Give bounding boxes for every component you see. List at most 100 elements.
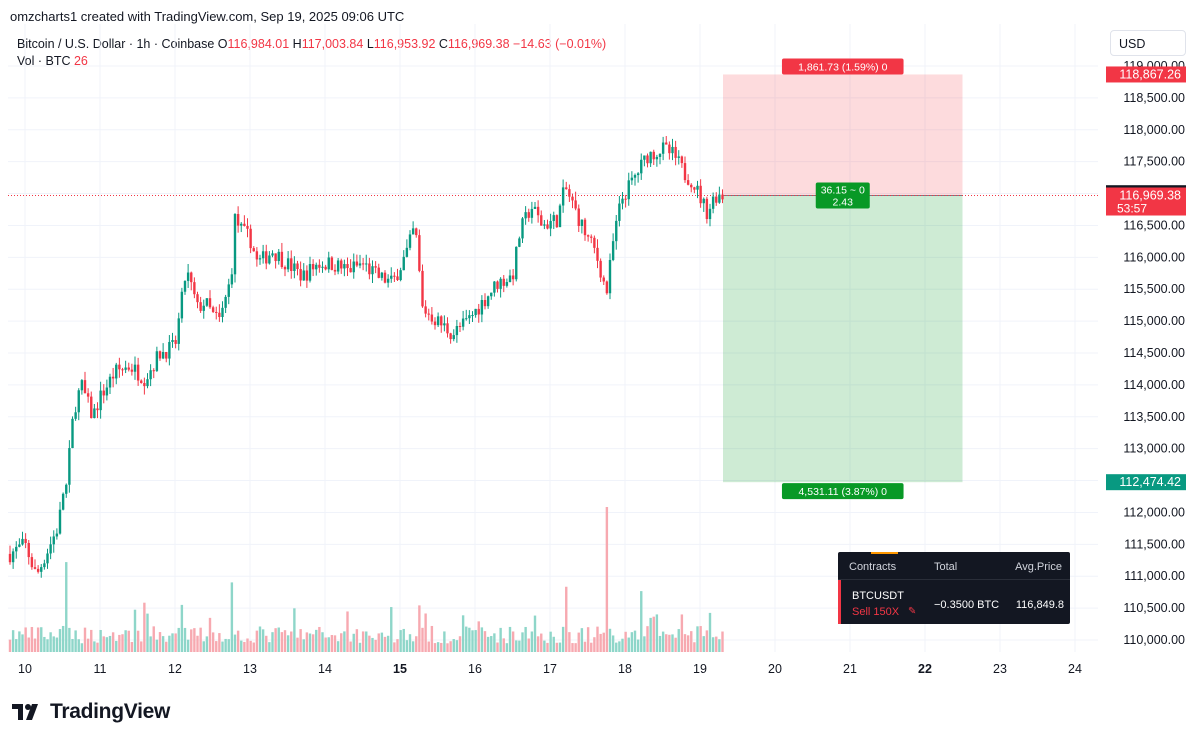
positions-panel[interactable]: Contracts Total Avg.Price BTCUSDT Sell 1… [838, 552, 1070, 624]
candle-up [380, 272, 384, 278]
time-tick-label: 11 [94, 662, 107, 676]
time-tick-label: 21 [843, 662, 857, 676]
candle-up [240, 223, 243, 226]
volume-legend[interactable]: Vol · BTC 26 [17, 54, 88, 68]
volume-bar [702, 636, 705, 652]
volume-bar [683, 634, 687, 652]
volume-bar [18, 631, 21, 652]
candle-up [521, 218, 524, 239]
volume-bar [118, 634, 121, 652]
time-tick-label: 18 [618, 662, 632, 676]
volume-bar [468, 627, 471, 652]
volume-bar [61, 625, 65, 652]
candle-down [311, 264, 315, 270]
volume-bar [568, 632, 571, 652]
candle-up [493, 281, 496, 293]
symbol-title[interactable]: Bitcoin / U.S. Dollar · 1h · Coinbase [17, 37, 215, 51]
price-tick-label: 110,000.00 [1123, 633, 1185, 647]
volume-bar [296, 637, 299, 652]
candle-up [399, 270, 402, 281]
tradingview-logo[interactable]: TradingView [12, 700, 170, 724]
candle-up [405, 247, 409, 257]
volume-bar [565, 586, 568, 652]
candle-up [630, 177, 634, 181]
candle-up [411, 228, 415, 235]
candle-up [658, 153, 662, 157]
position-symbol[interactable]: BTCUSDT [852, 590, 904, 602]
volume-bar [183, 627, 187, 652]
candle-up [168, 341, 171, 359]
candle-down [127, 367, 130, 370]
candle-down [318, 264, 321, 268]
candle-up [43, 563, 46, 568]
symbol-legend[interactable]: Bitcoin / U.S. Dollar · 1h · Coinbase O1… [17, 37, 606, 51]
positions-header: Contracts Total Avg.Price [838, 552, 1070, 580]
edit-icon[interactable]: ✎ [908, 606, 917, 617]
volume-bar [86, 638, 90, 652]
col-total[interactable]: Total [934, 561, 958, 573]
candle-down [218, 312, 221, 318]
time-tick-label: 20 [768, 662, 782, 676]
volume-bar [640, 591, 643, 652]
volume-bar [699, 626, 702, 652]
volume-bar [124, 630, 127, 652]
candle-up [371, 266, 374, 275]
candle-down [8, 553, 12, 563]
candle-down [111, 376, 115, 379]
candle-down [265, 251, 268, 264]
candle-up [490, 292, 493, 297]
candle-up [108, 376, 112, 388]
volume-bar [280, 632, 284, 652]
candle-up [561, 187, 565, 206]
volume-bar [111, 632, 115, 652]
volume-bar [155, 639, 159, 652]
candle-up [221, 307, 224, 318]
candle-down [324, 266, 327, 270]
volume-bar [411, 641, 415, 652]
volume-bar [440, 642, 443, 652]
candle-down [690, 184, 693, 188]
time-tick-label: 22 [918, 662, 932, 676]
volume-bar [583, 641, 587, 652]
volume-bar [505, 643, 509, 652]
candle-up [552, 215, 555, 221]
candle-up [258, 258, 262, 260]
low-value: 116,953.92 [373, 37, 436, 51]
candle-down [383, 272, 387, 283]
candle-down [555, 215, 559, 228]
volume-bar [596, 626, 599, 652]
volume-bar [661, 631, 665, 652]
time-tick-label: 16 [468, 662, 482, 676]
candle-down [158, 351, 162, 359]
high-value: 117,003.84 [301, 37, 364, 51]
volume-bar [83, 627, 87, 652]
col-contracts[interactable]: Contracts [849, 561, 897, 573]
volume-bar [208, 617, 212, 652]
candle-up [649, 151, 652, 164]
candle-up [205, 298, 209, 306]
volume-bar [377, 633, 380, 652]
volume-bar [371, 637, 374, 652]
candle-down [368, 263, 371, 275]
candle-up [52, 536, 55, 545]
tradingview-logo-icon [12, 704, 38, 720]
volume-bar [77, 639, 80, 652]
candle-down [174, 340, 177, 344]
candle-down [483, 300, 487, 307]
candle-down [693, 187, 696, 190]
volume-bar [161, 636, 165, 652]
volume-bar [636, 639, 640, 652]
candle-down [190, 272, 193, 283]
volume-bar [574, 643, 577, 652]
volume-bar [65, 562, 68, 652]
volume-bar [199, 627, 202, 652]
volume-bar [236, 630, 240, 652]
volume-bar [330, 635, 334, 652]
currency-button[interactable]: USD [1110, 30, 1186, 56]
col-avg-price[interactable]: Avg.Price [1015, 561, 1062, 573]
candle-up [80, 380, 84, 391]
volume-bar [674, 637, 677, 652]
candle-down [36, 568, 40, 572]
candle-down [330, 257, 334, 270]
